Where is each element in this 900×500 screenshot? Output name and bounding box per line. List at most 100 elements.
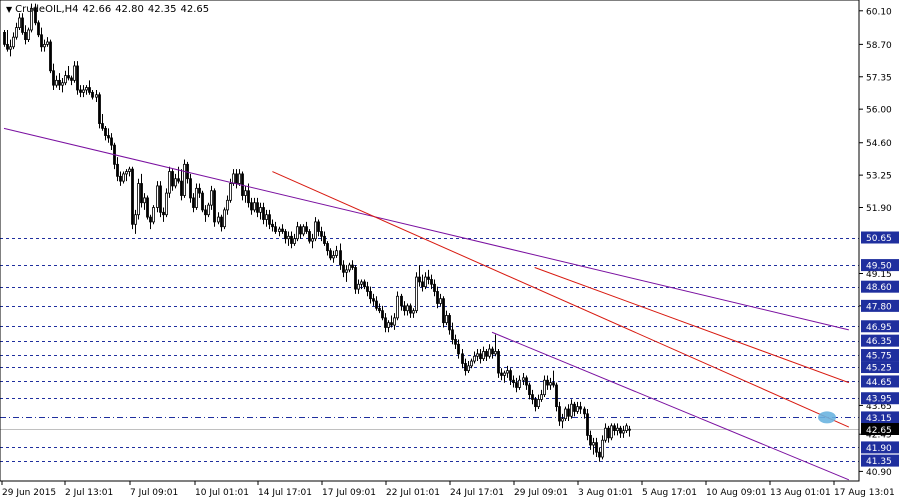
- candle-body: [58, 79, 61, 86]
- candle: [518, 375, 521, 390]
- x-tick-label: 7 Jul 09:01: [130, 488, 178, 498]
- candle-body: [601, 439, 604, 458]
- candle: [253, 197, 256, 213]
- candle: [259, 202, 262, 220]
- candle-body: [464, 363, 467, 372]
- candle-body: [393, 317, 396, 326]
- candle-body: [317, 221, 320, 232]
- candle: [540, 389, 543, 402]
- candle: [204, 205, 207, 222]
- candle: [354, 265, 357, 294]
- candle-body: [143, 197, 146, 204]
- candle: [464, 358, 467, 376]
- candle-body: [467, 365, 470, 372]
- candle: [323, 231, 326, 246]
- candle-body: [27, 29, 30, 40]
- level-label-box: [861, 392, 899, 405]
- candle: [308, 229, 311, 244]
- candle: [302, 224, 305, 237]
- candle: [390, 315, 393, 328]
- candle-body: [482, 351, 485, 360]
- candle-body: [311, 238, 314, 242]
- candle-body: [613, 425, 616, 432]
- candle: [461, 349, 464, 369]
- candle-body: [332, 255, 335, 259]
- candle-body: [49, 41, 52, 72]
- candle: [488, 344, 491, 359]
- candle: [213, 188, 216, 227]
- candle-body: [235, 173, 238, 184]
- candle-body: [400, 295, 403, 307]
- candle: [454, 334, 457, 350]
- level-label-text: 41.35: [866, 457, 892, 467]
- candle: [64, 70, 67, 86]
- x-tick-label: 10 Jul 01:01: [195, 488, 249, 498]
- candle: [515, 377, 518, 393]
- candle: [6, 29, 9, 52]
- candle: [601, 435, 604, 460]
- candle-body: [424, 276, 427, 288]
- candle-body: [284, 231, 287, 240]
- candle: [220, 214, 223, 232]
- candle-body: [323, 235, 326, 244]
- candle: [470, 358, 473, 369]
- highlight-marker: [818, 411, 836, 424]
- candle: [473, 351, 476, 364]
- candle: [451, 322, 454, 345]
- candle-body: [576, 406, 579, 412]
- candle-body: [491, 348, 494, 355]
- candle-body: [546, 379, 549, 386]
- level-labels: 50.65 49.50 48.60 47.80 46.95 46.35 45.75 45.25…: [861, 231, 899, 467]
- high-value: 42.80: [115, 4, 144, 15]
- level-label-box: [861, 280, 899, 293]
- candle: [531, 389, 534, 405]
- candle-body: [290, 235, 293, 244]
- candle: [122, 171, 125, 184]
- candle-body: [128, 168, 131, 172]
- candle-body: [540, 394, 543, 400]
- candle-body: [409, 305, 412, 314]
- x-tick-label: 13 Aug 01:01: [770, 488, 831, 498]
- candle-body: [198, 187, 201, 194]
- x-tick-label: 10 Aug 09:01: [706, 488, 767, 498]
- candle: [43, 39, 46, 52]
- candle: [418, 265, 421, 287]
- candle: [137, 178, 140, 220]
- candle-body: [534, 399, 537, 408]
- x-tick-label: 29 Jul 09:01: [514, 488, 568, 498]
- candle-body: [625, 425, 628, 432]
- candle-body: [360, 281, 363, 285]
- candle-body: [223, 209, 226, 228]
- candle-body: [500, 372, 503, 376]
- candle-body: [229, 183, 232, 201]
- candle: [27, 27, 30, 42]
- level-label-text: 47.80: [866, 302, 892, 312]
- candle: [543, 375, 546, 398]
- x-tick-label: 3 Aug 01:01: [578, 488, 633, 498]
- candle-body: [406, 305, 409, 312]
- candle-body: [122, 173, 125, 182]
- candle: [427, 269, 430, 285]
- open-value: 42.66: [82, 4, 112, 15]
- candle: [384, 313, 387, 333]
- close-value: 42.65: [180, 4, 210, 15]
- candle: [363, 279, 366, 290]
- current-price-text: 42.65: [866, 426, 892, 436]
- candle: [607, 425, 610, 443]
- candle-body: [339, 250, 342, 266]
- level-label-box: [861, 375, 899, 388]
- collapse-triangle-icon[interactable]: ▼: [6, 5, 13, 14]
- candle: [415, 272, 418, 314]
- candle: [442, 296, 445, 328]
- candle: [156, 181, 159, 213]
- candle: [494, 334, 497, 357]
- candle-body: [375, 300, 378, 309]
- candle: [281, 224, 284, 234]
- candle: [198, 183, 201, 198]
- candle: [393, 313, 396, 330]
- candle: [345, 265, 348, 282]
- candle-body: [52, 70, 55, 86]
- candle-body: [207, 204, 210, 216]
- candle-body: [162, 211, 165, 216]
